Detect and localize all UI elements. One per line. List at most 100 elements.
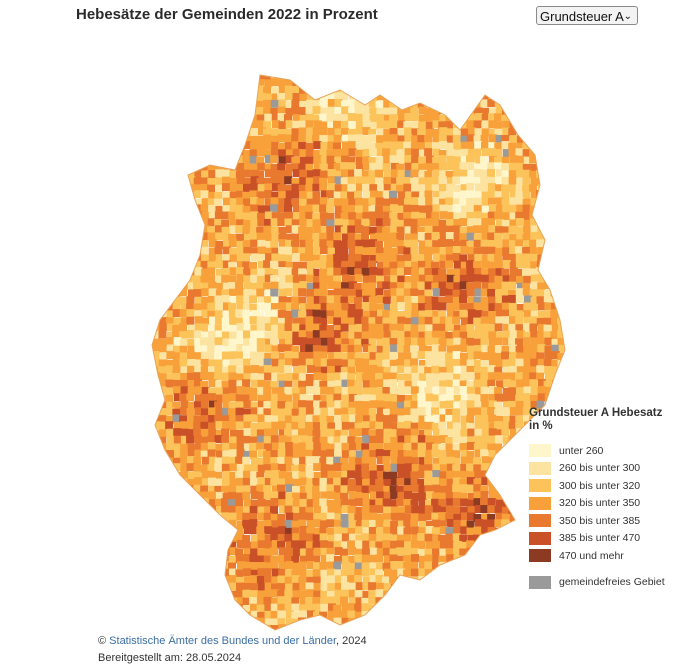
municipality-tile [383,555,392,564]
municipality-tile [418,295,427,304]
municipality-tile [445,582,454,591]
municipality-tile [305,589,314,598]
municipality-tile [390,506,399,515]
municipality-tile [221,583,230,592]
municipality-tile [285,128,294,137]
municipality-tile [305,470,314,479]
municipality-tile [411,155,420,164]
municipality-tile [473,92,482,101]
municipality-tile [544,169,553,178]
municipality-tile [277,387,286,396]
municipality-tile [292,351,301,360]
municipality-tile [228,261,237,270]
municipality-tile [271,485,280,494]
municipality-tile [158,155,167,164]
municipality-tile [179,499,188,508]
municipality-tile [439,191,448,200]
municipality-tile [215,260,224,269]
municipality-tile [467,309,476,318]
municipality-tile [523,596,532,605]
municipality-tile [523,107,532,116]
municipality-tile [453,142,462,151]
municipality-tile [347,260,356,269]
municipality-tile [194,323,203,332]
municipality-tile [389,407,398,416]
municipality-tile [564,624,565,630]
municipality-tile [264,190,273,199]
tax-type-select[interactable]: Grundsteuer A ⌄ [536,6,638,25]
municipality-tile [481,64,489,72]
municipality-tile [565,80,573,88]
municipality-tile [298,449,307,458]
municipality-tile [417,442,426,451]
municipality-tile [152,429,154,438]
municipality-tile [390,540,399,549]
municipality-tile [480,372,489,381]
municipality-tile [152,127,160,136]
municipality-tile [152,421,153,430]
municipality-tile [165,603,174,612]
municipality-tile [474,632,482,635]
municipality-tile [242,155,251,164]
municipality-tile [312,436,321,445]
municipality-tile [166,435,175,444]
municipality-tile [494,232,503,241]
municipality-tile [334,64,342,72]
germany-municipality-map[interactable] [140,55,580,635]
municipality-tile [432,470,441,479]
municipality-tile [480,288,489,297]
municipality-tile [446,85,455,94]
municipality-tile [194,394,203,403]
municipality-tile [263,436,272,445]
municipality-tile [284,317,293,326]
municipality-tile [355,520,364,529]
municipality-tile [369,505,378,514]
municipality-tile [264,582,273,591]
municipality-tile [299,358,308,367]
municipality-tile [382,562,391,571]
municipality-tile [369,470,378,479]
municipality-tile [327,169,336,178]
municipality-tile [354,471,363,480]
municipality-tile [264,534,273,543]
municipality-tile [460,407,469,416]
municipality-tile [537,197,546,206]
municipality-tile [459,169,468,178]
municipality-tile [152,246,153,255]
municipality-tile [187,401,196,410]
municipality-tile [383,491,392,500]
municipality-tile [515,589,524,598]
municipality-tile [509,191,518,200]
municipality-tile [207,155,216,164]
municipality-tile [312,485,321,494]
municipality-tile [530,281,539,290]
municipality-tile [242,253,251,262]
municipality-tile [165,597,174,606]
municipality-tile [313,463,322,472]
municipality-tile [347,379,356,388]
municipality-tile [411,365,420,374]
municipality-tile [326,93,335,102]
municipality-tile [530,386,539,395]
municipality-tile [459,289,468,298]
municipality-tile [152,190,161,199]
municipality-tile [530,114,539,123]
municipality-tile [264,155,273,164]
municipality-tile [271,141,280,150]
municipality-tile [417,478,426,487]
municipality-tile [305,456,314,465]
municipality-tile [333,463,342,472]
municipality-tile [410,225,419,234]
municipality-tile [249,519,258,528]
municipality-tile [411,86,420,95]
municipality-tile [243,365,252,374]
municipality-tile [152,436,161,445]
municipality-tile [215,86,224,95]
municipality-tile [459,583,468,592]
municipality-tile [159,218,168,227]
municipality-tile [438,611,447,620]
municipality-tile [361,548,370,557]
municipality-tile [313,75,322,80]
municipality-tile [348,338,357,347]
municipality-tile [453,156,462,165]
